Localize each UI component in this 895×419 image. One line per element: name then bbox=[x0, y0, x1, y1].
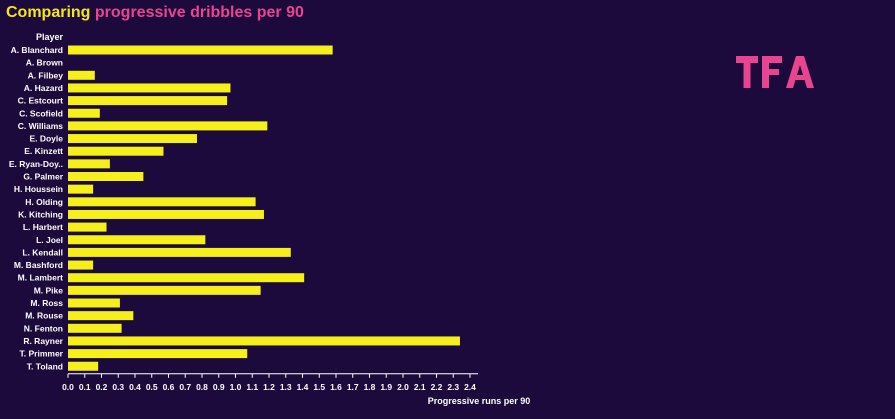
x-tick-label: 0.0 bbox=[62, 382, 74, 392]
x-tick-label: 1.9 bbox=[380, 382, 392, 392]
x-tick-label: 0.7 bbox=[179, 382, 191, 392]
y-tick-label: C. Williams bbox=[18, 121, 64, 131]
title-part-2: progressive dribbles per 90 bbox=[94, 4, 304, 21]
y-tick-labels: A. Blanchard A. Brown A. Filbey A. Hazard C.… bbox=[9, 45, 64, 371]
x-tick-label: 0.5 bbox=[146, 382, 158, 392]
x-tick-label: 1.4 bbox=[297, 382, 309, 392]
y-tick-label: T. Toland bbox=[27, 361, 63, 371]
y-tick-label: H. Olding bbox=[25, 197, 63, 207]
bar bbox=[68, 361, 99, 371]
bar bbox=[68, 247, 291, 257]
bar bbox=[68, 134, 197, 144]
bar bbox=[68, 83, 231, 93]
bar bbox=[68, 159, 110, 169]
bar bbox=[68, 235, 206, 245]
y-tick-label: M. Bashford bbox=[14, 260, 63, 270]
x-tick-label: 1.7 bbox=[347, 382, 359, 392]
x-tick-label: 0.9 bbox=[213, 382, 225, 392]
bar bbox=[68, 172, 144, 181]
bar bbox=[68, 311, 134, 321]
x-tick-label: 0.8 bbox=[196, 382, 208, 392]
bar bbox=[68, 108, 100, 118]
y-tick-label: L. Harbert bbox=[23, 222, 63, 232]
x-tick-label: 1.5 bbox=[313, 382, 325, 392]
bar bbox=[68, 184, 94, 194]
bar bbox=[68, 146, 164, 156]
x-tick-label: 1.0 bbox=[230, 382, 242, 392]
y-tick-label: M. Pike bbox=[34, 285, 64, 295]
x-tick-label: 0.1 bbox=[79, 382, 91, 392]
x-tick-label: 0.2 bbox=[96, 382, 108, 392]
bar bbox=[68, 336, 460, 346]
y-tick-label: A. Blanchard bbox=[11, 45, 63, 55]
y-axis-title: Player bbox=[36, 32, 64, 42]
x-ticks: 0.0 0.1 0.2 0.3 0.4 0.5 0.6 0.7 0.8 0.9 1.0 1.1 1.2 1… bbox=[62, 373, 476, 392]
chart-title: Comparing progressive dribbles per 90 bbox=[6, 4, 304, 22]
y-tick-label: T. Primmer bbox=[20, 349, 64, 359]
title-part-1: Comparing bbox=[6, 4, 91, 21]
x-tick-label: 1.1 bbox=[246, 382, 258, 392]
y-tick-label: E. Doyle bbox=[29, 134, 63, 144]
bars-group bbox=[68, 45, 460, 371]
x-tick-label: 2.4 bbox=[464, 382, 476, 392]
x-tick-label: 0.6 bbox=[163, 382, 175, 392]
x-tick-label: 1.3 bbox=[280, 382, 292, 392]
bar bbox=[68, 273, 305, 283]
y-tick-label: A. Filbey bbox=[28, 70, 64, 80]
x-tick-label: 0.4 bbox=[129, 382, 141, 392]
x-axis-title: Progressive runs per 90 bbox=[428, 396, 531, 406]
y-tick-label: R. Rayner bbox=[23, 336, 63, 346]
bar bbox=[68, 222, 107, 232]
x-tick-label: 2.0 bbox=[397, 382, 409, 392]
y-tick-label: C. Scofield bbox=[19, 108, 63, 118]
bar bbox=[68, 96, 228, 106]
y-tick-label: G. Palmer bbox=[23, 172, 63, 182]
y-tick-label: M. Ross bbox=[30, 298, 63, 308]
x-tick-label: 2.1 bbox=[414, 382, 426, 392]
y-tick-label: E. Ryan-Doy.. bbox=[9, 159, 63, 169]
y-tick-label: H. Houssein bbox=[14, 184, 63, 194]
y-tick-label: M. Lambert bbox=[18, 273, 64, 283]
bar bbox=[68, 197, 256, 207]
x-tick-label: 2.3 bbox=[447, 382, 459, 392]
x-tick-label: 2.2 bbox=[431, 382, 443, 392]
y-tick-label: L. Joel bbox=[36, 235, 63, 245]
bar bbox=[68, 260, 94, 270]
y-tick-label: K. Kitching bbox=[18, 209, 63, 219]
bar bbox=[68, 323, 122, 333]
x-tick-label: 1.6 bbox=[330, 382, 342, 392]
bar bbox=[68, 209, 264, 219]
y-tick-label: A. Hazard bbox=[24, 83, 63, 93]
y-tick-label: A. Brown bbox=[26, 58, 63, 68]
tfa-logo bbox=[736, 56, 814, 88]
x-tick-label: 0.3 bbox=[112, 382, 124, 392]
y-tick-label: M. Rouse bbox=[25, 311, 63, 321]
y-tick-label: L. Kendall bbox=[22, 247, 63, 257]
y-tick-label: C. Estcourt bbox=[18, 96, 64, 106]
bar bbox=[68, 298, 120, 308]
x-tick-label: 1.2 bbox=[263, 382, 275, 392]
y-tick-label: E. Kinzett bbox=[24, 146, 63, 156]
bar bbox=[68, 349, 248, 359]
bar bbox=[68, 45, 333, 55]
y-tick-label: N. Fenton bbox=[24, 323, 63, 333]
bar bbox=[68, 70, 95, 80]
bar bbox=[68, 285, 261, 295]
bar bbox=[68, 121, 268, 131]
x-tick-label: 1.8 bbox=[364, 382, 376, 392]
